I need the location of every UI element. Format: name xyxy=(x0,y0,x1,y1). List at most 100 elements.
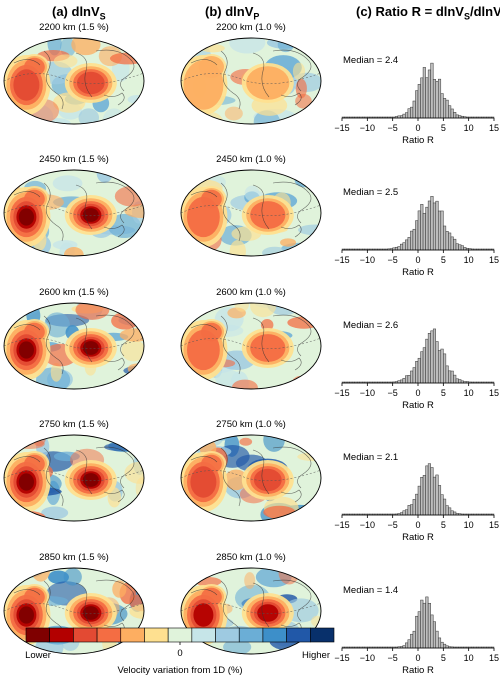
colorbar-swatch xyxy=(215,627,240,643)
vp-map xyxy=(181,568,321,654)
vs-map xyxy=(4,170,144,256)
histogram-bar xyxy=(402,113,406,119)
histogram-bar xyxy=(445,231,449,251)
vs-map xyxy=(4,38,144,124)
vp-depth-label: 2850 km (1.0 %) xyxy=(216,552,286,563)
histogram-bar xyxy=(448,507,452,516)
vs-depth-label: 2850 km (1.5 %) xyxy=(39,552,109,563)
histogram-bar xyxy=(432,328,436,384)
histogram-bar xyxy=(448,232,452,251)
median-label: Median = 1.4 xyxy=(343,585,398,596)
histogram-bar xyxy=(448,105,452,119)
histogram-bar xyxy=(440,93,444,119)
x-tick-label: −15 xyxy=(334,255,349,265)
histogram-bar xyxy=(427,333,431,384)
x-tick-label: 5 xyxy=(441,653,446,663)
x-tick-label: 5 xyxy=(441,520,446,530)
colorbar-swatch xyxy=(262,627,287,643)
median-label: Median = 2.4 xyxy=(343,55,398,66)
histogram-bar xyxy=(405,112,409,119)
histogram-bar xyxy=(438,210,442,251)
x-tick-label: 10 xyxy=(464,520,474,530)
x-tick-label: 0 xyxy=(415,388,420,398)
histogram-bar xyxy=(445,99,449,119)
histogram-bar xyxy=(417,84,421,119)
histogram-bar xyxy=(415,493,419,516)
vs-map xyxy=(4,303,144,389)
colorbar-swatch xyxy=(25,627,50,643)
histogram xyxy=(341,328,495,384)
histogram-bar xyxy=(432,476,436,516)
histogram-bar xyxy=(422,347,426,384)
x-axis-label: Ratio R xyxy=(402,665,434,675)
histogram-bar xyxy=(427,69,431,119)
vp-map xyxy=(181,303,321,389)
x-tick-label: 15 xyxy=(489,520,499,530)
histogram-bar xyxy=(453,112,457,119)
histogram-bar xyxy=(450,108,454,119)
histogram-bar xyxy=(425,465,429,516)
colorbar-swatch xyxy=(73,627,98,643)
histogram-bar xyxy=(425,77,429,119)
map-outline xyxy=(180,567,322,655)
histogram-bar xyxy=(435,80,439,119)
histogram-bar xyxy=(438,350,442,384)
x-tick-label: −5 xyxy=(388,255,398,265)
column-title-vs: (a) dlnVS xyxy=(52,4,106,22)
x-tick-label: −15 xyxy=(334,123,349,133)
histogram-bar xyxy=(427,200,431,251)
x-tick-label: −10 xyxy=(360,255,375,265)
histogram-bar xyxy=(420,351,424,384)
histogram-bar xyxy=(415,361,419,384)
vp-map xyxy=(181,38,321,124)
histogram-bar xyxy=(445,365,449,384)
histogram-bar xyxy=(430,614,434,649)
histogram-bar xyxy=(435,474,439,516)
histogram-bar xyxy=(425,206,429,251)
x-tick-label: 10 xyxy=(464,653,474,663)
histogram-bar xyxy=(455,378,459,384)
x-axis-label: Ratio R xyxy=(402,135,434,146)
histogram-bar xyxy=(412,367,416,384)
map-outline xyxy=(180,302,322,390)
histogram-bar xyxy=(405,239,409,251)
histogram-bar xyxy=(458,379,462,384)
histogram-bar xyxy=(407,108,411,119)
histogram-bar xyxy=(402,378,406,384)
histogram-panels: Median = 2.4 −15 −10 −5 0 5 10 15 Ratio R Median … xyxy=(334,55,499,675)
histogram xyxy=(341,463,495,516)
histogram-bar xyxy=(407,505,411,516)
histogram-bar xyxy=(405,642,409,649)
median-label: Median = 2.1 xyxy=(343,452,398,463)
histogram-bar xyxy=(405,375,409,384)
x-tick-label: −10 xyxy=(360,520,375,530)
histogram-bar xyxy=(422,67,426,119)
x-tick-label: −10 xyxy=(360,123,375,133)
column-title-vp: (b) dlnVP xyxy=(205,4,260,22)
x-tick-label: 15 xyxy=(489,388,499,398)
histogram-bar xyxy=(407,375,411,384)
histogram-bar xyxy=(410,106,414,119)
median-label: Median = 2.6 xyxy=(343,320,398,331)
histogram-bar xyxy=(417,611,421,649)
x-tick-label: 0 xyxy=(415,123,420,133)
x-tick-label: 0 xyxy=(415,255,420,265)
histogram-bar xyxy=(407,639,411,649)
histogram-bar xyxy=(402,242,406,251)
histogram-bar xyxy=(420,476,424,516)
histogram-bar xyxy=(443,98,447,119)
histogram-bar xyxy=(410,230,414,251)
histogram-bar xyxy=(427,602,431,649)
histogram-bar xyxy=(430,196,434,251)
histogram-bar xyxy=(400,243,404,251)
colorbar-swatch xyxy=(286,627,311,643)
map-outline xyxy=(180,37,322,125)
histogram-bar xyxy=(440,348,444,384)
vs-depth-label: 2200 km (1.5 %) xyxy=(39,22,109,33)
map-outline xyxy=(3,37,145,125)
x-tick-label: −5 xyxy=(388,653,398,663)
histogram-bar xyxy=(432,79,436,119)
histogram-bar xyxy=(405,509,409,516)
map-outline xyxy=(3,169,145,257)
